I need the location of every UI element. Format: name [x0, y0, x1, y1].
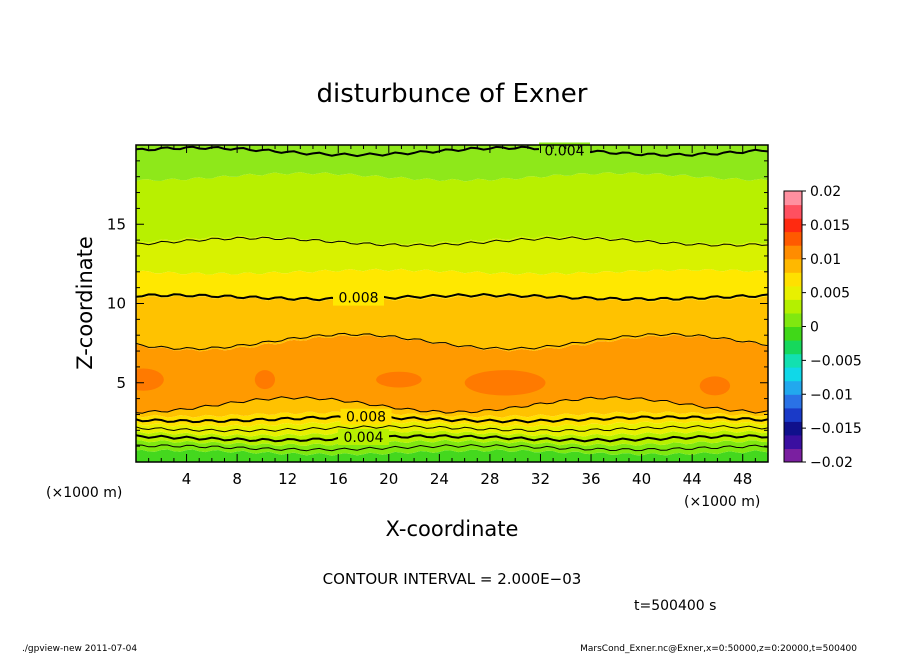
contour-label-8: 0.004 — [544, 144, 584, 160]
contour-label-bg-8 — [539, 142, 590, 159]
contour-line-8 — [136, 145, 768, 158]
x-axis-label: X-coordinate — [386, 517, 519, 541]
colorbar-segment-10 — [784, 313, 802, 327]
x-tick-label-12: 12 — [278, 470, 297, 488]
footer-right: MarsCond_Exner.nc@Exner,x=0:50000,z=0:20… — [580, 644, 857, 654]
x-tick-label-40: 40 — [632, 470, 651, 488]
contour-label-bg-3 — [340, 408, 392, 425]
x-axis-unit-right: (×1000 m) — [684, 494, 760, 510]
colorbar-ticks: 0.02 0.015 0.01 0.005 0 −0.005 −0.01 −0.015 −0.0… — [802, 184, 862, 471]
x-tick-label-32: 32 — [531, 470, 550, 488]
contour-line-1 — [136, 434, 768, 443]
colorbar-segment-9 — [784, 326, 802, 341]
colorbar-segment-15 — [784, 245, 802, 260]
colorbar-segment-7 — [784, 353, 802, 368]
contour-label-group-6: 0.008 — [333, 289, 384, 307]
colorbar-tick-label-2: 0.01 — [810, 252, 841, 268]
plot-area — [136, 145, 768, 462]
contour-band-6 — [136, 334, 768, 414]
colorbar-segment-19 — [784, 191, 802, 206]
colorbar-tick-label-1: 0.015 — [810, 218, 850, 234]
contour-label-6: 0.008 — [338, 291, 378, 307]
contour-line-5 — [136, 332, 768, 351]
colorbar-segment-4 — [784, 394, 802, 409]
colorbar-segment-3 — [784, 407, 802, 422]
contour-line-0 — [136, 444, 768, 452]
x-axis-ticks: 4 8 12 16 20 24 28 32 36 40 44 48 — [148, 145, 756, 488]
x-tick-label-48: 48 — [733, 470, 752, 488]
contour-label-group-1: 0.004 — [338, 429, 389, 446]
y-tick-label-5: 5 — [116, 374, 126, 392]
colorbar-tick-label-3: 0.005 — [810, 286, 850, 302]
contour-line-6 — [136, 292, 768, 302]
x-tick-label-28: 28 — [480, 470, 499, 488]
colorbar-segment-1 — [784, 434, 802, 449]
contour-lines — [136, 145, 768, 452]
colorbar-tick-label-4: 0 — [810, 320, 819, 336]
colorbar-tick-label-7: −0.015 — [810, 421, 862, 437]
contour-label-3: 0.008 — [346, 410, 386, 426]
contour-band-1 — [136, 439, 768, 456]
contour-label-bg-6 — [333, 289, 384, 306]
maxima-patch-3 — [464, 370, 546, 396]
colorbar — [784, 191, 802, 463]
y-axis-label: Z-coordinate — [73, 236, 97, 370]
colorbar-tick-label-8: −0.02 — [810, 455, 853, 471]
time-stamp: t=500400 s — [634, 598, 716, 614]
chart-title: disturbunce of Exner — [317, 79, 588, 109]
colorbar-segment-12 — [784, 285, 802, 300]
local-maxima-patches — [136, 368, 731, 396]
colorbar-segment-0 — [784, 448, 802, 463]
maxima-patch-0 — [136, 368, 164, 391]
contour-interval-text: CONTOUR INTERVAL = 2.000E−03 — [323, 570, 582, 588]
contour-band-4 — [136, 411, 768, 427]
colorbar-segment-6 — [784, 367, 802, 382]
contour-band-5 — [136, 396, 768, 418]
x-tick-label-36: 36 — [581, 470, 600, 488]
colorbar-segment-2 — [784, 421, 802, 436]
colorbar-segment-13 — [784, 272, 802, 287]
colorbar-segment-14 — [784, 258, 802, 273]
contour-line-7 — [136, 236, 768, 247]
x-tick-label-24: 24 — [430, 470, 449, 488]
contour-band-9 — [136, 235, 768, 275]
contour-band-8 — [136, 268, 768, 302]
colorbar-segment-8 — [784, 340, 802, 355]
contour-labels: 0.004 0.008 0.008 0.004 — [333, 142, 590, 446]
x-tick-label-20: 20 — [379, 470, 398, 488]
y-axis-ticks: 5 10 15 — [107, 160, 768, 447]
colorbar-segment-17 — [784, 218, 802, 233]
maxima-patch-2 — [376, 371, 422, 388]
contour-line-4 — [136, 396, 768, 414]
x-tick-label-8: 8 — [232, 470, 242, 488]
maxima-patch-4 — [699, 376, 731, 396]
maxima-patch-1 — [254, 370, 275, 390]
colorbar-segment-16 — [784, 231, 802, 246]
colorbar-tick-label-6: −0.01 — [810, 387, 853, 403]
filled-contour-bands — [136, 145, 768, 462]
colorbar-segment-11 — [784, 299, 802, 314]
contour-line-3 — [136, 415, 768, 424]
contour-label-group-8: 0.004 — [539, 142, 590, 160]
contour-label-bg-1 — [338, 429, 389, 445]
colorbar-tick-label-0: 0.02 — [810, 184, 841, 200]
contour-line-2 — [136, 425, 768, 433]
contour-label-1: 0.004 — [343, 430, 383, 446]
x-tick-label-44: 44 — [683, 470, 702, 488]
y-tick-label-10: 10 — [107, 295, 126, 313]
x-tick-label-4: 4 — [182, 470, 192, 488]
colorbar-tick-label-5: −0.005 — [810, 353, 862, 369]
colorbar-segment-18 — [784, 204, 802, 219]
footer-left: ./gpview-new 2011-07-04 — [22, 644, 137, 654]
contour-band-0 — [136, 449, 768, 462]
contour-label-group-3: 0.008 — [340, 408, 392, 426]
contour-band-10 — [136, 172, 768, 245]
y-tick-label-15: 15 — [107, 215, 126, 233]
x-axis-unit-left: (×1000 m) — [46, 485, 122, 501]
x-tick-label-16: 16 — [329, 470, 348, 488]
colorbar-segment-5 — [784, 380, 802, 395]
